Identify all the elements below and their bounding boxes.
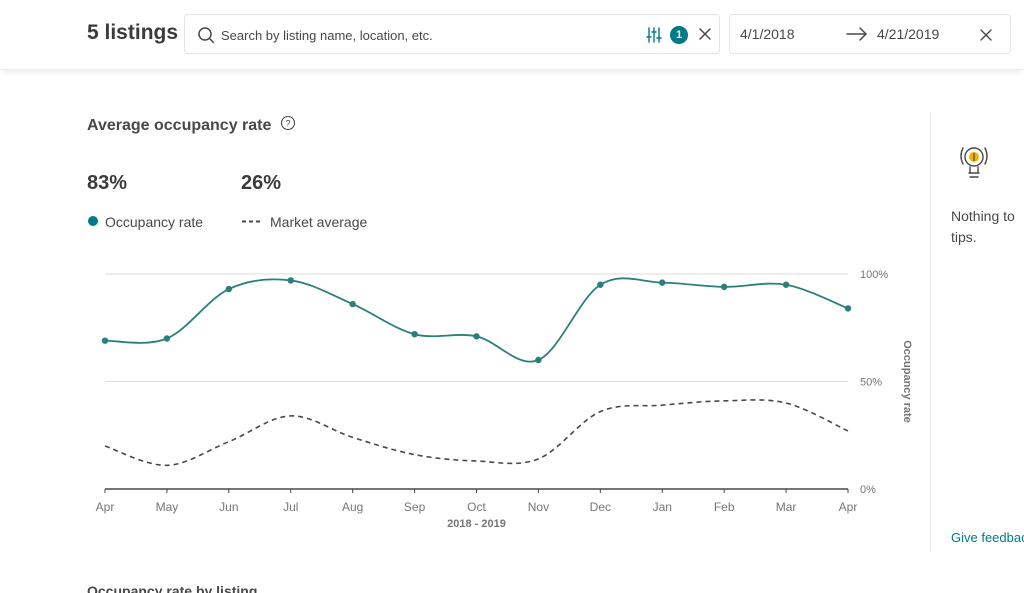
help-icon[interactable]: ?	[280, 115, 296, 131]
x-tick-label: Jun	[219, 500, 238, 514]
x-tick-label: Mar	[776, 500, 797, 514]
clear-search-icon[interactable]	[697, 26, 713, 42]
x-tick-label: Nov	[528, 500, 549, 514]
section-title: Average occupancy rate	[87, 117, 272, 134]
listing-occupancy-title: Occupancy rate by listing	[87, 583, 258, 593]
x-tick-label: Feb	[714, 500, 735, 514]
date-start[interactable]: 4/1/2018	[740, 26, 795, 42]
y-tick-label: 50%	[860, 377, 882, 389]
date-range-picker[interactable]: 4/1/2018 4/21/2019	[729, 14, 1011, 54]
occupancy-point	[287, 277, 294, 284]
search-input[interactable]	[221, 24, 641, 46]
occupancy-point	[473, 333, 480, 340]
occupancy-point	[720, 283, 728, 291]
legend-occupancy-marker	[88, 216, 98, 226]
y-axis-label: Occupancy rate	[901, 340, 913, 423]
filter-sliders-icon[interactable]	[645, 26, 663, 44]
x-tick-label: Jul	[283, 500, 298, 514]
x-tick-label: Apr	[96, 500, 115, 514]
x-tick-label: Dec	[590, 500, 611, 514]
occupancy-point	[101, 337, 109, 344]
occupancy-point	[659, 279, 666, 286]
y-tick-label: 100%	[860, 269, 888, 281]
occupancy-point	[349, 300, 356, 308]
x-tick-label: Apr	[839, 500, 858, 514]
filter-count-badge: 1	[670, 26, 688, 44]
top-bar: 5 listings 1 4/1/2018 4/21/2019	[0, 0, 1024, 70]
occupancy-chart: 0% 50% 100% Apr May Jun Jul Aug Sep Oct Nov Dec Jan F…	[96, 269, 913, 530]
occupancy-point	[225, 285, 233, 293]
svg-text:?: ?	[285, 119, 290, 129]
search-box[interactable]: 1	[184, 14, 720, 54]
x-axis-label: 2018 - 2019	[447, 518, 506, 530]
listing-count: 5 listings	[87, 21, 179, 44]
date-end[interactable]: 4/21/2019	[877, 26, 940, 42]
x-tick-label: Aug	[342, 500, 363, 514]
legend-market-label: Market average	[270, 214, 368, 230]
occupancy-stat: 83%	[87, 172, 128, 194]
x-tick-label: Jan	[653, 500, 672, 514]
legend-market-marker	[242, 220, 262, 223]
occupancy-point	[597, 281, 604, 288]
occupancy-point	[844, 305, 852, 312]
tips-text: Nothing to tips.	[951, 208, 1015, 245]
occupancy-point	[411, 331, 418, 338]
market-average-line	[104, 399, 849, 467]
give-feedback-link[interactable]: Give feedback	[951, 530, 1024, 545]
occupancy-point	[163, 335, 171, 342]
clear-dates-icon[interactable]	[979, 28, 993, 42]
occupancy-point	[535, 356, 542, 364]
market-stat: 26%	[241, 172, 282, 194]
sidebar-divider	[930, 112, 931, 552]
occupancy-rate-line	[104, 277, 849, 363]
lightbulb-icon	[960, 147, 988, 178]
x-tick-label: Oct	[467, 500, 486, 514]
x-tick-label: Sep	[404, 500, 426, 514]
search-icon	[198, 27, 215, 44]
occupancy-point	[782, 281, 790, 288]
legend-occupancy-label: Occupancy rate	[105, 214, 204, 230]
x-tick-label: May	[156, 500, 179, 514]
y-tick-label: 0%	[860, 484, 876, 496]
arrow-right-icon	[846, 27, 867, 41]
